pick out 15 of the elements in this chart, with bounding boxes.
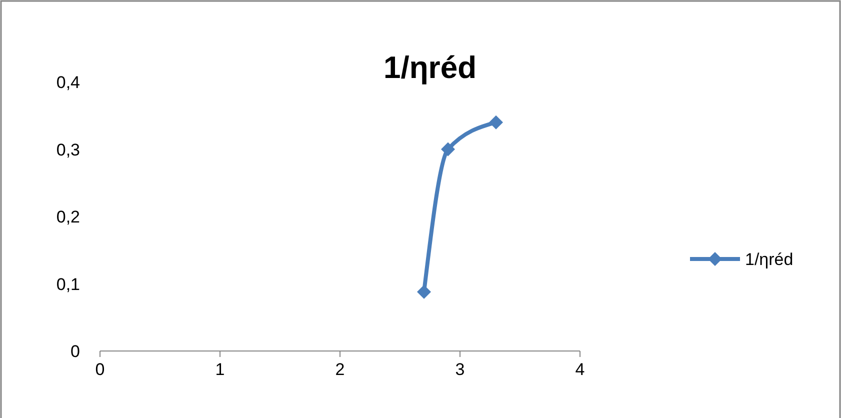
x-tick-label: 3 xyxy=(455,360,465,379)
y-tick-label: 0,3 xyxy=(56,140,80,160)
x-tick-label: 4 xyxy=(575,360,585,379)
x-tick-label: 1 xyxy=(215,360,225,379)
y-tick-label: 0 xyxy=(70,342,80,361)
y-tick-label: 0,2 xyxy=(56,208,80,226)
x-tick-label: 2 xyxy=(335,360,345,379)
y-tick-label: 0,1 xyxy=(56,274,80,294)
legend-label: 1/ηréd xyxy=(745,250,794,269)
point xyxy=(417,284,431,299)
point xyxy=(489,115,503,130)
x-tick-label: 0 xyxy=(95,360,105,379)
y-tick-label: 0,4 xyxy=(56,73,80,92)
chart-title: 1/ηréd xyxy=(383,50,477,85)
point xyxy=(441,142,455,156)
